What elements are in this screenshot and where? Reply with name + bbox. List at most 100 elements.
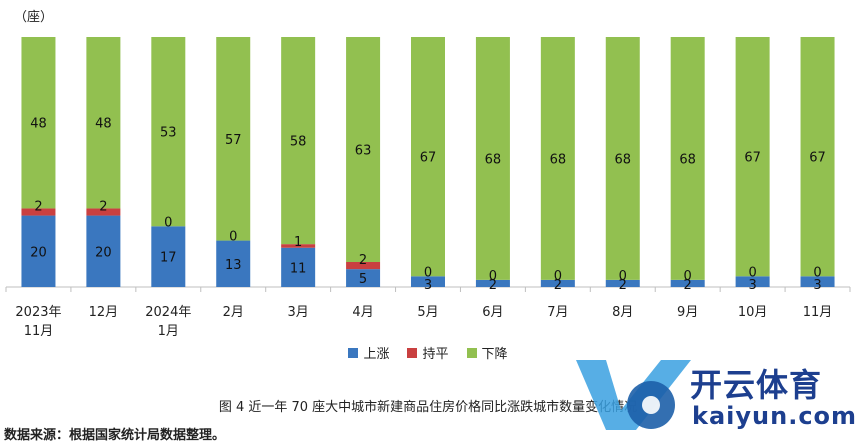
data-label-0-0: 20 bbox=[30, 245, 47, 260]
watermark-brand: 开云体育 bbox=[690, 366, 823, 404]
bar-segment-2-8 bbox=[540, 37, 575, 280]
data-label-2-6: 67 bbox=[420, 151, 437, 166]
data-label-0-12: 3 bbox=[813, 278, 821, 293]
data-label-1-3: 0 bbox=[229, 230, 237, 245]
data-label-2-3: 57 bbox=[225, 133, 242, 148]
bar-segment-0-2 bbox=[151, 226, 186, 287]
data-label-1-10: 0 bbox=[684, 269, 692, 284]
legend-label-flat: 持平 bbox=[422, 347, 449, 362]
bar-segment-2-1 bbox=[86, 37, 121, 209]
x-tick-label-9: 8月 bbox=[612, 305, 633, 320]
data-label-1-8: 0 bbox=[554, 269, 562, 284]
data-label-0-3: 13 bbox=[225, 258, 242, 273]
data-label-1-6: 0 bbox=[424, 265, 432, 280]
x-tick-label-1: 12月 bbox=[89, 305, 119, 320]
data-label-2-12: 67 bbox=[809, 151, 826, 166]
bar-segment-2-7 bbox=[475, 37, 510, 280]
x-tick-label-10: 9月 bbox=[677, 305, 698, 320]
watermark-logo bbox=[576, 360, 691, 430]
bar-segment-0-10 bbox=[670, 279, 705, 287]
bar-segment-0-0 bbox=[21, 215, 56, 287]
bar-segment-0-1 bbox=[86, 215, 121, 287]
data-label-2-4: 58 bbox=[290, 135, 307, 150]
data-label-2-1: 48 bbox=[95, 117, 112, 132]
bar-segment-2-11 bbox=[735, 37, 770, 277]
legend-label-rise: 上涨 bbox=[363, 347, 390, 362]
data-label-0-2: 17 bbox=[160, 251, 177, 266]
bar-segment-2-2 bbox=[151, 37, 186, 227]
x-tick-label-11: 10月 bbox=[738, 305, 768, 320]
data-label-1-7: 0 bbox=[489, 269, 497, 284]
data-label-2-2: 53 bbox=[160, 126, 177, 141]
data-label-0-9: 2 bbox=[619, 278, 627, 293]
data-label-2-8: 68 bbox=[550, 152, 567, 167]
legend: 上涨 持平 下降 bbox=[0, 343, 856, 362]
bar-segment-0-9 bbox=[605, 279, 640, 287]
bar-segment-2-10 bbox=[670, 37, 705, 280]
data-label-0-4: 11 bbox=[290, 261, 307, 276]
data-label-1-1: 2 bbox=[99, 199, 107, 214]
legend-item-fall: 下降 bbox=[466, 343, 508, 362]
data-label-1-2: 0 bbox=[164, 215, 172, 230]
x-tick-label-5: 4月 bbox=[352, 305, 373, 320]
y-unit-label: （座） bbox=[14, 10, 54, 25]
legend-swatch-rise bbox=[348, 347, 359, 358]
x-tick-label-4: 3月 bbox=[288, 305, 309, 320]
data-label-1-4: 1 bbox=[294, 235, 302, 250]
bar-segment-0-12 bbox=[800, 276, 835, 287]
data-label-0-7: 2 bbox=[489, 278, 497, 293]
x-tick-label-2: 1月 bbox=[158, 324, 179, 339]
bar-segment-1-5 bbox=[346, 262, 381, 270]
x-tick-label-3: 2月 bbox=[223, 305, 244, 320]
data-label-0-10: 2 bbox=[684, 278, 692, 293]
data-label-0-1: 20 bbox=[95, 245, 112, 260]
bar-segment-2-4 bbox=[281, 37, 316, 245]
legend-label-fall: 下降 bbox=[481, 347, 508, 362]
data-label-0-11: 3 bbox=[748, 278, 756, 293]
data-label-1-0: 2 bbox=[34, 199, 42, 214]
data-label-0-6: 3 bbox=[424, 278, 432, 293]
x-tick-label-8: 7月 bbox=[547, 305, 568, 320]
bar-segment-0-4 bbox=[281, 247, 316, 287]
bar-segment-2-5 bbox=[346, 37, 381, 262]
legend-swatch-fall bbox=[466, 347, 477, 358]
bar-segment-1-1 bbox=[86, 208, 121, 216]
bar-segment-0-7 bbox=[475, 279, 510, 287]
bar-segment-2-9 bbox=[605, 37, 640, 280]
bar-segment-2-6 bbox=[411, 37, 445, 277]
data-label-1-9: 0 bbox=[619, 269, 627, 284]
bar-segment-2-12 bbox=[800, 37, 835, 277]
legend-item-flat: 持平 bbox=[407, 343, 449, 362]
x-tick-label-12: 11月 bbox=[803, 305, 833, 320]
figure-caption: 图 4 近一年 70 座大中城市新建商品住房价格同比涨跌城市数量变化情况 bbox=[218, 400, 638, 415]
x-tick-label-0: 2023年 bbox=[15, 305, 61, 320]
data-label-2-0: 48 bbox=[30, 117, 47, 132]
data-label-2-9: 68 bbox=[614, 152, 631, 167]
data-source-note: 数据来源：根据国家统计局数据整理。 bbox=[4, 428, 226, 443]
data-label-2-5: 63 bbox=[355, 144, 372, 159]
bar-segment-1-4 bbox=[281, 244, 316, 248]
data-label-1-12: 0 bbox=[813, 265, 821, 280]
data-label-2-7: 68 bbox=[485, 152, 502, 167]
bar-segment-0-3 bbox=[216, 240, 251, 287]
x-tick-label-2: 2024年 bbox=[145, 305, 191, 320]
data-label-1-11: 0 bbox=[748, 265, 756, 280]
x-tick-label-6: 5月 bbox=[417, 305, 438, 320]
bar-segment-2-3 bbox=[216, 37, 251, 241]
data-label-1-5: 2 bbox=[359, 253, 367, 268]
x-tick-label-7: 6月 bbox=[482, 305, 503, 320]
bar-segment-0-11 bbox=[735, 276, 770, 287]
data-label-0-5: 5 bbox=[359, 272, 367, 287]
bar-segment-0-8 bbox=[540, 279, 575, 287]
legend-item-rise: 上涨 bbox=[348, 343, 389, 362]
legend-swatch-flat bbox=[407, 347, 418, 358]
bar-segment-1-0 bbox=[21, 208, 56, 216]
watermark-url: kaiyun.com bbox=[692, 402, 856, 430]
stacked-bar-chart: 202482023年11月2024812月170532024年1月130572月… bbox=[5, 37, 851, 339]
bar-segment-2-0 bbox=[21, 37, 56, 209]
bar-segment-0-6 bbox=[411, 276, 445, 287]
data-label-0-8: 2 bbox=[554, 278, 562, 293]
x-tick-label-0: 11月 bbox=[24, 324, 54, 339]
data-label-2-11: 67 bbox=[744, 151, 761, 166]
bar-segment-0-5 bbox=[346, 269, 381, 287]
